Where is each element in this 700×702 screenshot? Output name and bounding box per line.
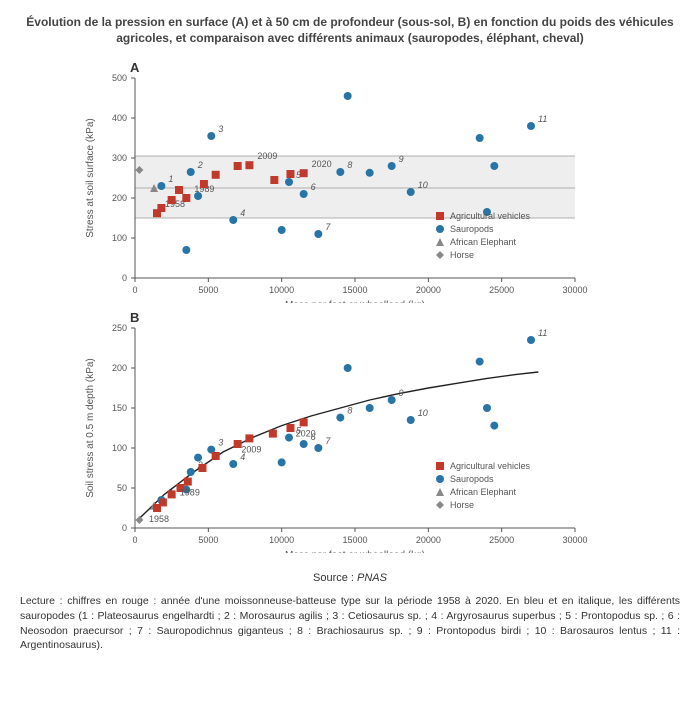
- svg-text:400: 400: [112, 113, 127, 123]
- svg-text:250: 250: [112, 323, 127, 333]
- chart-a: 0 5000 10000 15000 20000 25000 30000 0 100 200 300…: [70, 58, 630, 303]
- svg-text:15000: 15000: [342, 285, 367, 295]
- svg-text:10: 10: [418, 408, 428, 418]
- svg-text:1: 1: [168, 174, 173, 184]
- svg-text:5000: 5000: [198, 285, 218, 295]
- svg-text:5000: 5000: [198, 535, 218, 545]
- svg-text:0: 0: [122, 273, 127, 283]
- svg-text:2009: 2009: [257, 151, 277, 161]
- svg-text:11: 11: [538, 328, 547, 338]
- svg-text:20000: 20000: [416, 285, 441, 295]
- panel-a-wrap: A 0 5000 10000 15000 20000 25000 30000 0 100 200 3…: [70, 58, 630, 308]
- svg-text:25000: 25000: [489, 535, 514, 545]
- svg-text:11: 11: [538, 114, 547, 124]
- svg-text:10000: 10000: [269, 285, 294, 295]
- svg-text:300: 300: [112, 153, 127, 163]
- svg-text:7: 7: [325, 436, 331, 446]
- svg-text:6: 6: [311, 182, 316, 192]
- page-title: Évolution de la pression en surface (A) …: [20, 15, 680, 46]
- svg-text:30000: 30000: [562, 285, 587, 295]
- svg-text:500: 500: [112, 73, 127, 83]
- svg-text:2: 2: [197, 160, 203, 170]
- svg-text:Stress at soil surface (kPa): Stress at soil surface (kPa): [85, 118, 96, 237]
- caption-text: Lecture : chiffres en rouge : année d'un…: [20, 594, 680, 653]
- svg-text:8: 8: [347, 406, 352, 416]
- svg-text:Agricultural vehicles: Agricultural vehicles: [450, 211, 531, 221]
- svg-text:100: 100: [112, 233, 127, 243]
- svg-text:Agricultural vehicles: Agricultural vehicles: [450, 461, 531, 471]
- panel-b-wrap: B 0 5000 10000 15000 20000 25000 30000 0 50 100 15…: [70, 308, 630, 558]
- svg-text:Soil stress at 0.5 m depth (kP: Soil stress at 0.5 m depth (kPa): [85, 358, 96, 498]
- svg-text:3: 3: [218, 438, 223, 448]
- svg-text:8: 8: [347, 160, 352, 170]
- svg-text:Horse: Horse: [450, 500, 474, 510]
- svg-text:Horse: Horse: [450, 250, 474, 260]
- panel-a-letter: A: [130, 60, 139, 75]
- svg-text:25000: 25000: [489, 285, 514, 295]
- svg-text:0: 0: [132, 285, 137, 295]
- source-label: Source :: [313, 572, 354, 584]
- svg-text:Sauropods: Sauropods: [450, 224, 494, 234]
- svg-text:7: 7: [325, 222, 331, 232]
- svg-text:50: 50: [117, 483, 127, 493]
- svg-text:4: 4: [240, 208, 245, 218]
- svg-text:2009: 2009: [241, 445, 261, 455]
- svg-text:9: 9: [399, 388, 404, 398]
- svg-text:2020: 2020: [296, 429, 316, 439]
- svg-text:200: 200: [112, 363, 127, 373]
- svg-text:0: 0: [132, 535, 137, 545]
- svg-text:9: 9: [399, 154, 404, 164]
- svg-text:Sauropods: Sauropods: [450, 474, 494, 484]
- source-value: PNAS: [357, 572, 387, 584]
- svg-text:150: 150: [112, 403, 127, 413]
- svg-text:Mass per foot or wheelload (kg: Mass per foot or wheelload (kg): [285, 300, 425, 303]
- svg-text:0: 0: [122, 523, 127, 533]
- svg-text:3: 3: [218, 124, 223, 134]
- svg-text:30000: 30000: [562, 535, 587, 545]
- svg-text:20000: 20000: [416, 535, 441, 545]
- svg-text:200: 200: [112, 193, 127, 203]
- svg-text:100: 100: [112, 443, 127, 453]
- source-line: Source : PNAS: [20, 572, 680, 584]
- svg-text:10: 10: [418, 180, 428, 190]
- svg-text:1958: 1958: [149, 514, 169, 524]
- panel-b-letter: B: [130, 310, 139, 325]
- svg-text:African Elephant: African Elephant: [450, 487, 517, 497]
- svg-text:15000: 15000: [342, 535, 367, 545]
- svg-text:African Elephant: African Elephant: [450, 237, 517, 247]
- charts-area: A 05000100001500020000250003000001002003…: [70, 58, 630, 558]
- svg-text:1989: 1989: [180, 488, 200, 498]
- svg-text:2020: 2020: [312, 159, 332, 169]
- chart-b: 0 5000 10000 15000 20000 25000 30000 0 50 100 150 2…: [70, 308, 630, 553]
- svg-text:10000: 10000: [269, 535, 294, 545]
- svg-text:Mass per foot or wheelload (kg: Mass per foot or wheelload (kg): [285, 550, 425, 553]
